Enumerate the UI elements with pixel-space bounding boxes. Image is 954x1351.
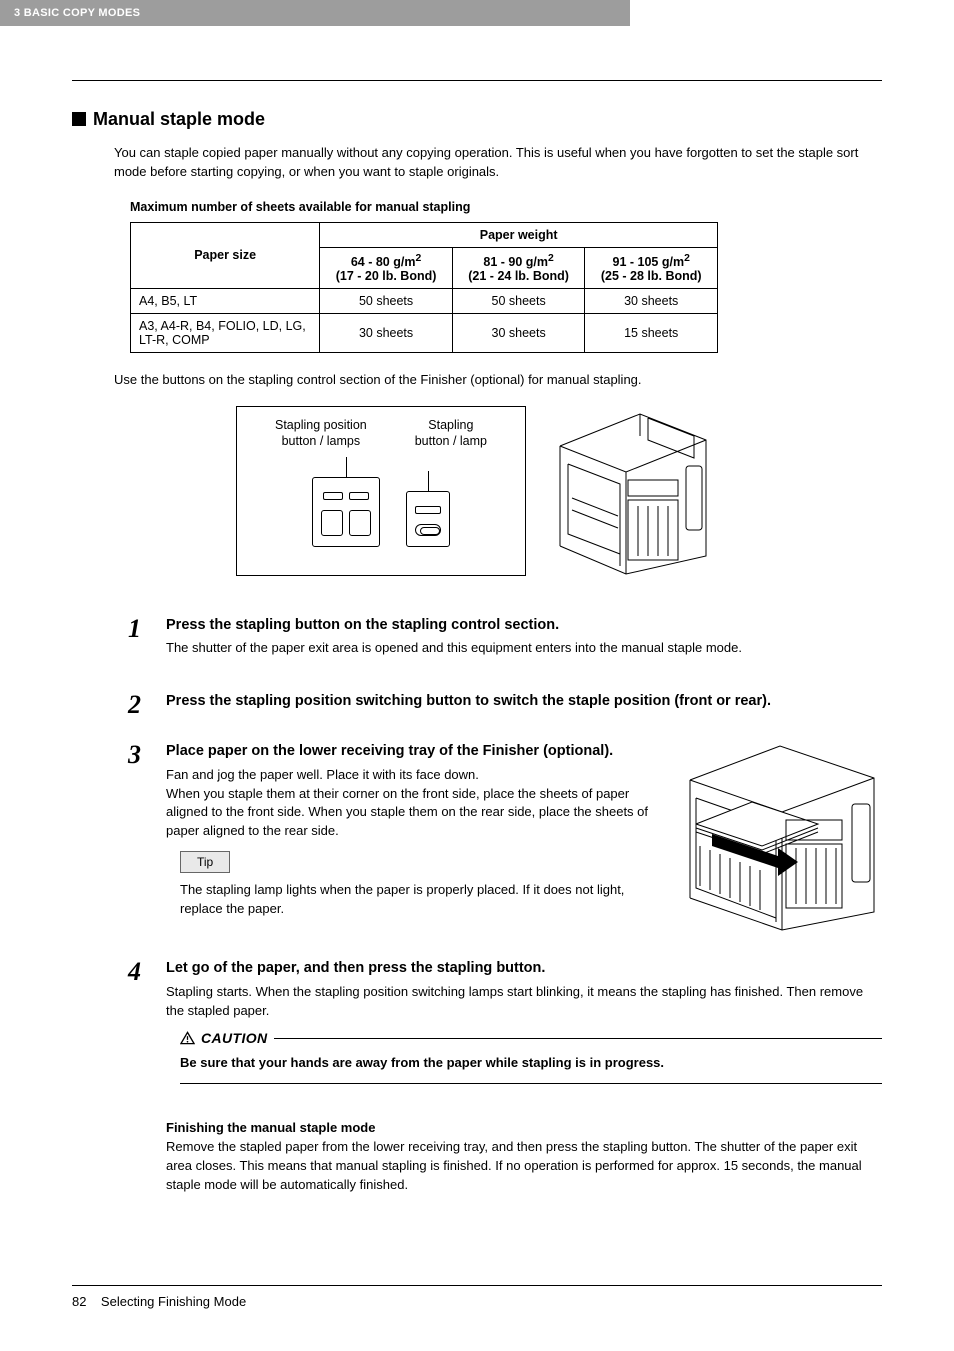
step-title: Place paper on the lower receiving tray … xyxy=(166,742,664,762)
tip-text: The stapling lamp lights when the paper … xyxy=(180,881,664,919)
control-panel-diagram: Stapling position button / lamps Staplin… xyxy=(236,406,526,576)
page-number: 82 xyxy=(72,1294,86,1309)
chapter-header: 3 BASIC COPY MODES xyxy=(0,0,630,26)
col-papersize: Paper size xyxy=(131,222,320,288)
finish-block: Finishing the manual staple mode Remove … xyxy=(166,1120,882,1195)
step-number: 3 xyxy=(128,742,148,935)
step-number: 4 xyxy=(128,959,148,1108)
step-desc: The shutter of the paper exit area is op… xyxy=(166,639,882,658)
col-paperweight: Paper weight xyxy=(320,222,718,247)
finish-text: Remove the stapled paper from the lower … xyxy=(166,1138,882,1195)
step-number: 2 xyxy=(128,692,148,718)
section-intro: You can staple copied paper manually wit… xyxy=(114,144,882,182)
page-footer: 82 Selecting Finishing Mode xyxy=(0,1286,954,1339)
note-after-table: Use the buttons on the stapling control … xyxy=(114,371,882,390)
step-2: 2 Press the stapling position switching … xyxy=(128,692,882,718)
stapling-button-unit xyxy=(406,491,450,547)
section-heading: Manual staple mode xyxy=(72,109,882,130)
caution-block: CAUTION Be sure that your hands are away… xyxy=(180,1030,882,1084)
step-desc: Stapling starts. When the stapling posit… xyxy=(166,983,882,1021)
step-3: 3 Place paper on the lower receiving tra… xyxy=(128,742,882,935)
stapling-table: Paper size Paper weight 64 - 80 g/m2(17 … xyxy=(130,222,718,353)
top-divider xyxy=(72,80,882,81)
weight-col-2: 91 - 105 g/m2(25 - 28 lb. Bond) xyxy=(585,247,718,288)
tip-block: Tip The stapling lamp lights when the pa… xyxy=(180,851,664,919)
caution-label: CAUTION xyxy=(201,1030,268,1046)
finish-title: Finishing the manual staple mode xyxy=(166,1120,882,1135)
step-title: Press the stapling button on the staplin… xyxy=(166,616,882,636)
table-row: A3, A4-R, B4, FOLIO, LD, LG, LT-R, COMP … xyxy=(131,313,718,352)
table-caption: Maximum number of sheets available for m… xyxy=(130,200,882,214)
printer-icon xyxy=(548,406,718,576)
diagram-container: Stapling position button / lamps Staplin… xyxy=(72,406,882,576)
step-desc: Fan and jog the paper well. Place it wit… xyxy=(166,766,664,841)
step-4: 4 Let go of the paper, and then press th… xyxy=(128,959,882,1108)
weight-col-0: 64 - 80 g/m2(17 - 20 lb. Bond) xyxy=(320,247,453,288)
diagram-label-right: Stapling button / lamp xyxy=(415,417,487,450)
step-1: 1 Press the stapling button on the stapl… xyxy=(128,616,882,668)
table-row: A4, B5, LT 50 sheets 50 sheets 30 sheets xyxy=(131,288,718,313)
step-title: Press the stapling position switching bu… xyxy=(166,692,882,712)
step-number: 1 xyxy=(128,616,148,668)
step-title: Let go of the paper, and then press the … xyxy=(166,959,882,979)
caution-text: Be sure that your hands are away from th… xyxy=(180,1054,882,1073)
diagram-label-left: Stapling position button / lamps xyxy=(275,417,367,450)
step-3-image xyxy=(682,742,882,935)
stapling-position-unit xyxy=(312,477,380,547)
footer-title: Selecting Finishing Mode xyxy=(101,1294,246,1309)
tip-label: Tip xyxy=(180,851,230,873)
weight-col-1: 81 - 90 g/m2(21 - 24 lb. Bond) xyxy=(452,247,585,288)
warning-icon xyxy=(180,1031,195,1045)
